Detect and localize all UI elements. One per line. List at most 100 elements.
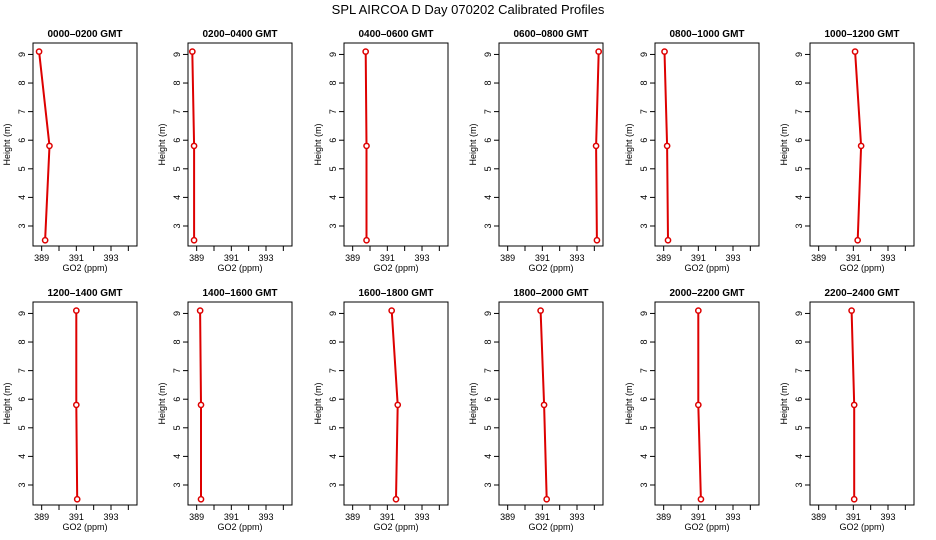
x-tick-label: 389 — [345, 512, 360, 522]
y-tick-label: 6 — [639, 397, 649, 402]
y-tick-label: 4 — [794, 454, 804, 459]
x-tick-label: 389 — [345, 253, 360, 263]
x-tick-label: 389 — [656, 253, 671, 263]
data-point — [197, 401, 205, 409]
y-tick-label: 7 — [483, 109, 493, 114]
x-axis-label: GO2 (ppm) — [62, 522, 107, 532]
y-tick-label: 4 — [328, 454, 338, 459]
x-tick-label: 393 — [258, 253, 273, 263]
y-axis-label: Height (m) — [779, 123, 789, 165]
plot-frame — [32, 301, 138, 506]
y-tick-label: 7 — [17, 109, 27, 114]
y-tick-label: 4 — [794, 195, 804, 200]
x-tick-label: 391 — [691, 512, 706, 522]
x-axis-label: GO2 (ppm) — [528, 522, 573, 532]
data-point — [537, 307, 544, 314]
y-tick-label: 3 — [483, 223, 493, 228]
x-tick-label: 389 — [811, 253, 826, 263]
x-tick-label: 391 — [380, 512, 395, 522]
x-tick-label: 393 — [725, 253, 740, 263]
y-tick-label: 9 — [17, 52, 27, 57]
panel-title: 0400–0600 GMT — [358, 29, 433, 40]
plot-frame — [498, 42, 604, 247]
y-tick-label: 3 — [794, 223, 804, 228]
data-point — [694, 401, 702, 409]
x-axis-label: GO2 (ppm) — [217, 263, 262, 273]
y-tick-label: 8 — [17, 81, 27, 86]
x-tick-label: 389 — [500, 512, 515, 522]
y-tick-label: 6 — [17, 397, 27, 402]
data-point — [190, 142, 198, 150]
y-axis-label: Height (m) — [624, 382, 634, 424]
plot-frame — [654, 42, 760, 247]
y-tick-label: 3 — [17, 482, 27, 487]
y-tick-label: 5 — [639, 425, 649, 430]
y-tick-label: 9 — [328, 52, 338, 57]
y-tick-label: 4 — [639, 195, 649, 200]
y-tick-label: 3 — [639, 482, 649, 487]
data-point — [392, 495, 400, 503]
panel-title: 2000–2200 GMT — [669, 288, 744, 299]
y-tick-label: 8 — [328, 81, 338, 86]
panel-title: 0600–0800 GMT — [513, 29, 588, 40]
data-point — [363, 142, 370, 150]
y-tick-label: 5 — [172, 166, 182, 171]
data-point — [188, 48, 196, 55]
data-point — [850, 495, 858, 503]
data-point — [850, 401, 858, 409]
y-tick-label: 3 — [328, 223, 338, 228]
y-tick-label: 8 — [328, 340, 338, 345]
data-point — [46, 142, 53, 150]
y-tick-label: 3 — [17, 223, 27, 228]
y-tick-label: 7 — [172, 368, 182, 373]
y-tick-label: 5 — [483, 425, 493, 430]
data-point — [851, 48, 859, 55]
x-tick-label: 389 — [34, 512, 49, 522]
y-tick-label: 9 — [639, 311, 649, 316]
y-tick-label: 3 — [328, 482, 338, 487]
data-point — [41, 236, 49, 244]
data-point — [362, 48, 370, 55]
y-tick-label: 7 — [639, 368, 649, 373]
y-tick-label: 6 — [172, 138, 182, 143]
x-tick-label: 391 — [224, 253, 239, 263]
y-tick-label: 8 — [172, 81, 182, 86]
data-point — [593, 236, 601, 244]
data-point — [854, 236, 862, 244]
y-tick-label: 4 — [17, 195, 27, 200]
y-tick-label: 6 — [328, 138, 338, 143]
y-tick-label: 5 — [794, 166, 804, 171]
x-tick-label: 391 — [691, 253, 706, 263]
y-tick-label: 7 — [639, 109, 649, 114]
panel-title: 0800–1000 GMT — [669, 29, 744, 40]
y-tick-label: 8 — [639, 340, 649, 345]
x-tick-label: 389 — [34, 253, 49, 263]
data-point — [394, 401, 402, 409]
y-tick-label: 6 — [639, 138, 649, 143]
y-tick-label: 3 — [639, 223, 649, 228]
y-tick-label: 9 — [639, 52, 649, 57]
y-tick-label: 7 — [17, 368, 27, 373]
y-tick-label: 5 — [17, 425, 27, 430]
y-tick-label: 6 — [328, 397, 338, 402]
y-axis-label: Height (m) — [313, 382, 323, 424]
y-tick-label: 8 — [483, 340, 493, 345]
y-tick-label: 8 — [483, 81, 493, 86]
data-point — [697, 495, 705, 503]
x-tick-label: 391 — [846, 512, 861, 522]
x-axis-label: GO2 (ppm) — [62, 263, 107, 273]
x-axis-label: GO2 (ppm) — [528, 263, 573, 273]
x-tick-label: 389 — [811, 512, 826, 522]
y-tick-label: 6 — [794, 397, 804, 402]
y-tick-label: 4 — [172, 454, 182, 459]
y-axis-label: Height (m) — [624, 123, 634, 165]
